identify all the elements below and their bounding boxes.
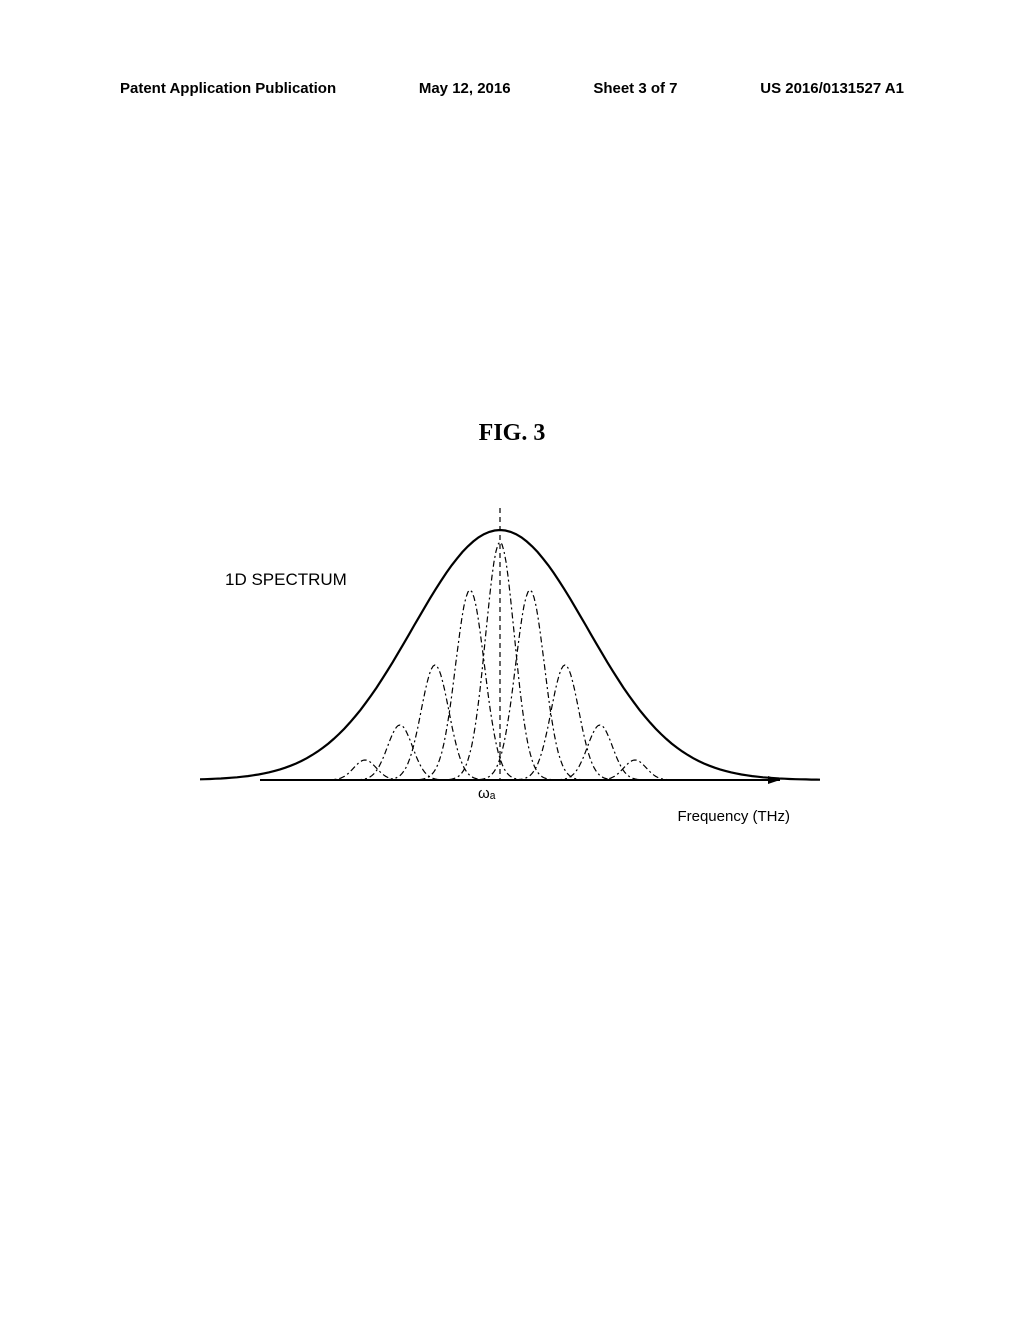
header: Patent Application Publication May 12, 2… [0, 80, 1024, 97]
omega-label: ωₐ [478, 785, 495, 802]
spectrum-svg [200, 480, 820, 860]
date-label: May 12, 2016 [419, 80, 511, 97]
spectrum-label: 1D SPECTRUM [225, 570, 347, 590]
sheet-label: Sheet 3 of 7 [593, 80, 677, 97]
publication-label: Patent Application Publication [120, 80, 336, 97]
xaxis-label: Frequency (THz) [677, 808, 790, 825]
patent-number: US 2016/0131527 A1 [760, 80, 904, 97]
figure-title: FIG. 3 [0, 420, 1024, 447]
spectrum-chart: 1D SPECTRUM ωₐ Frequency (THz) [200, 480, 820, 860]
